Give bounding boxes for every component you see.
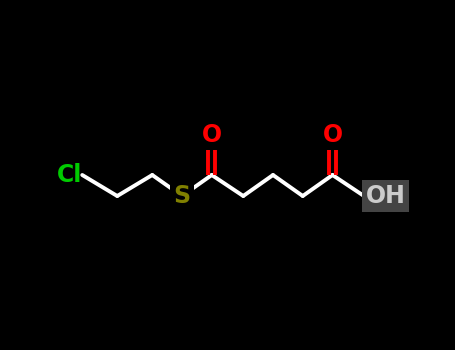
Text: O: O — [323, 123, 343, 147]
Text: Cl: Cl — [57, 163, 82, 187]
Text: OH: OH — [366, 184, 405, 208]
Text: O: O — [202, 123, 222, 147]
Text: S: S — [173, 184, 191, 208]
